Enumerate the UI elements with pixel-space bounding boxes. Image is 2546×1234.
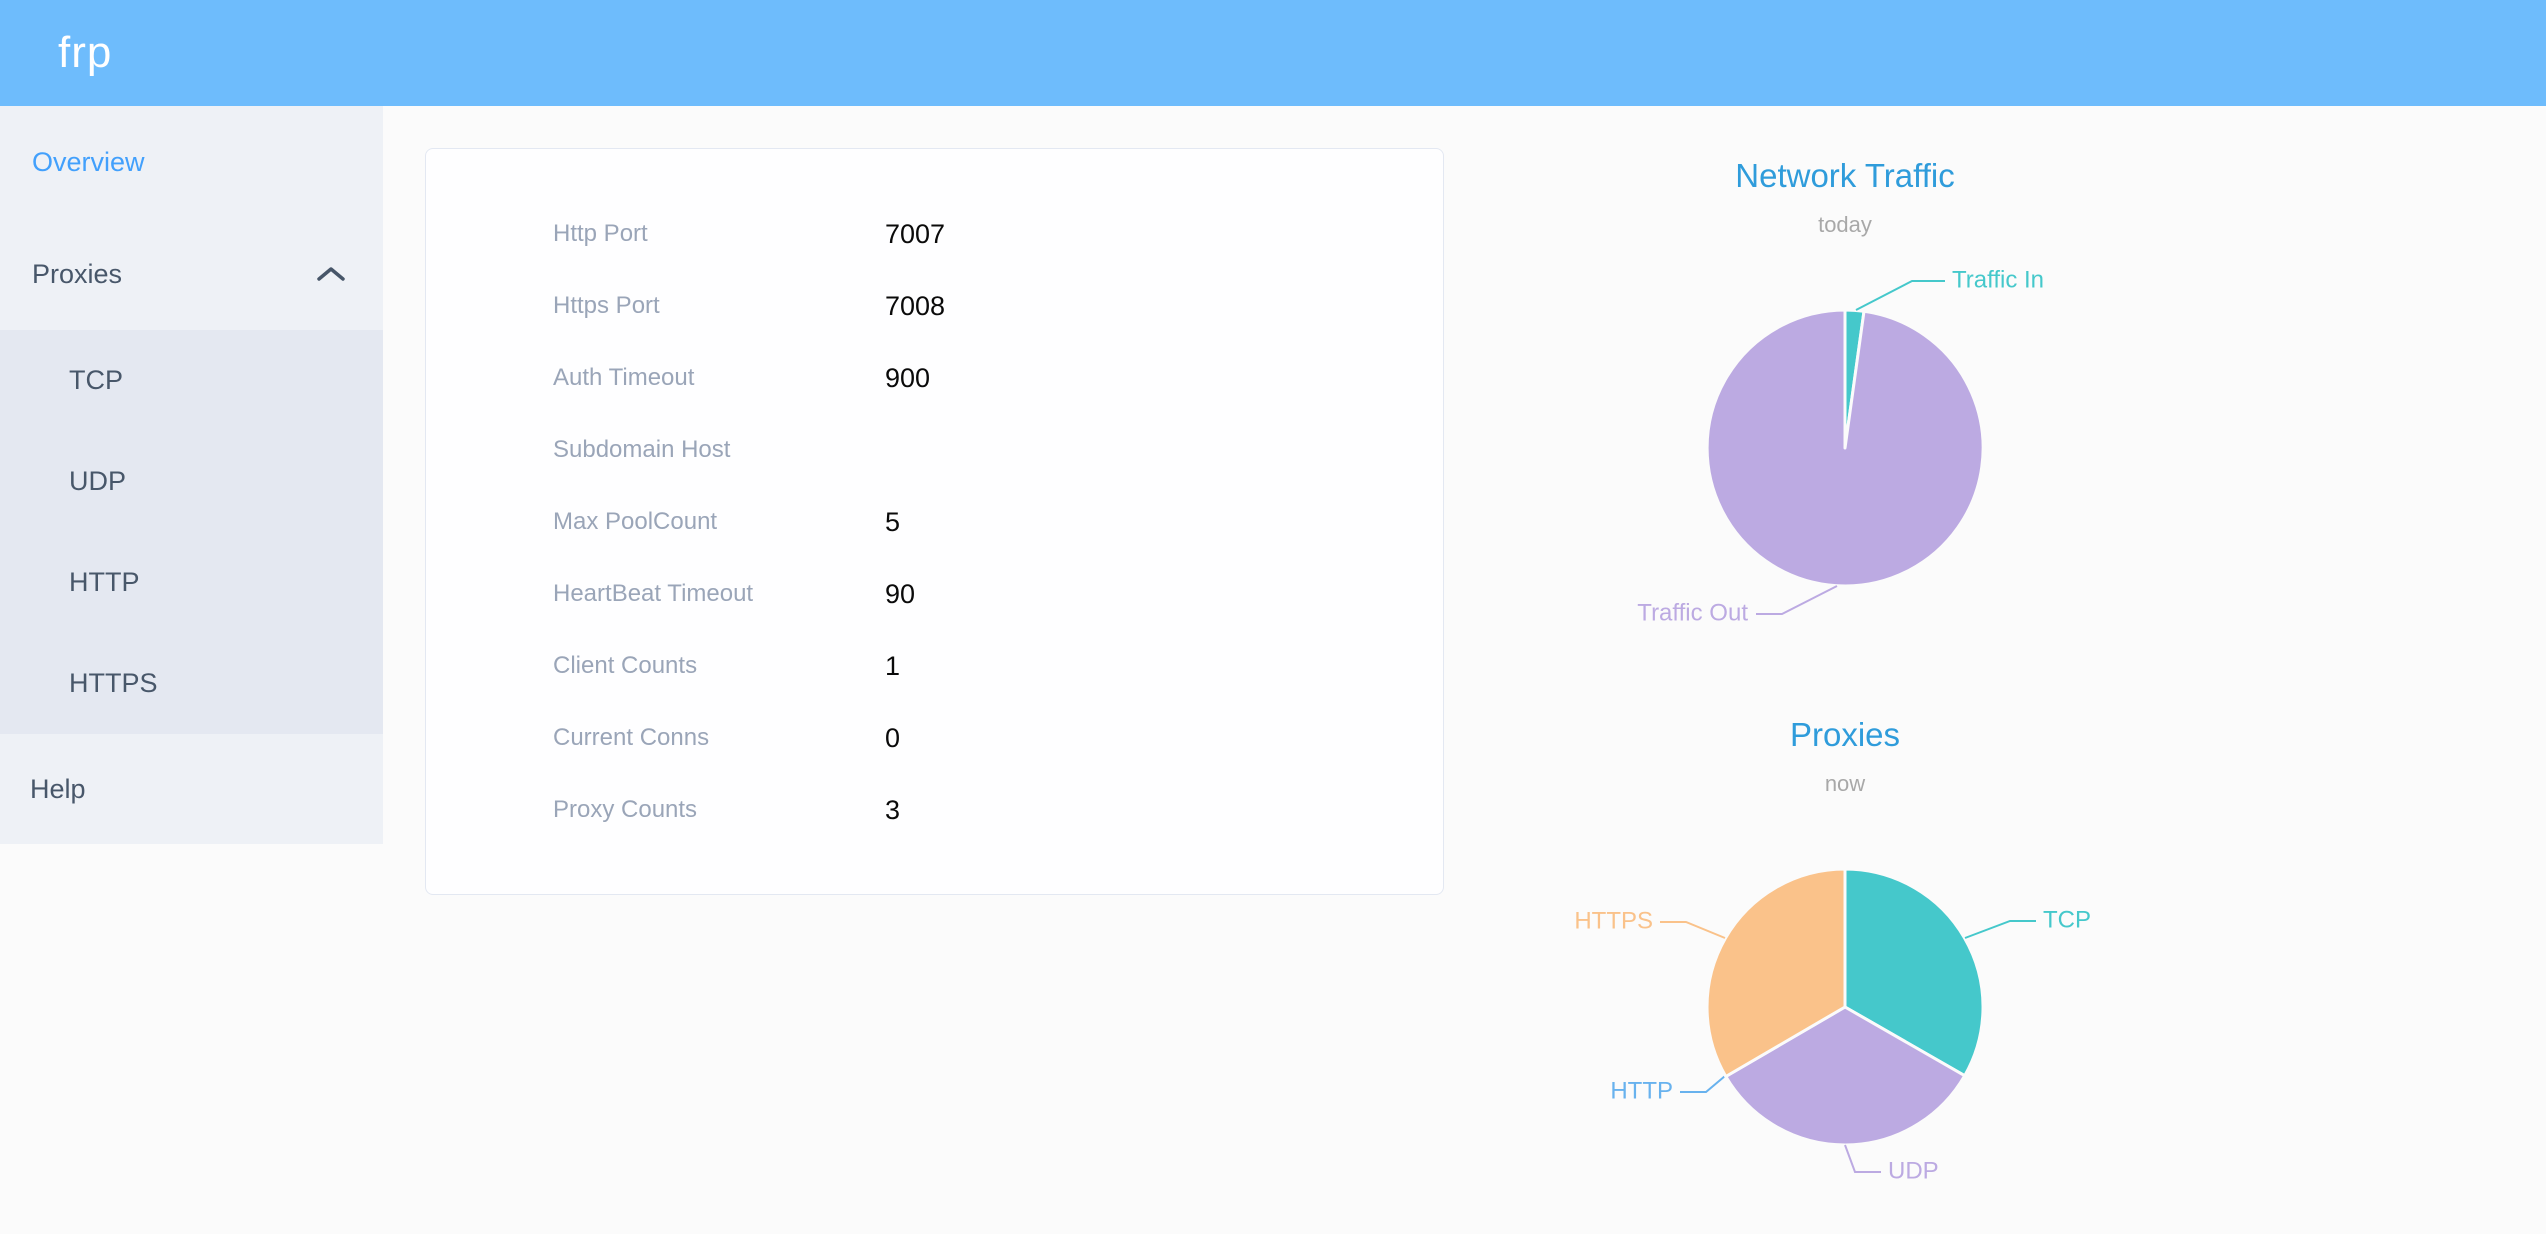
server-config-card: Http Port 7007 Https Port 7008 Auth Time… — [425, 148, 1444, 895]
config-value: 5 — [885, 506, 901, 537]
pie-slice-traffic-out[interactable] — [1705, 308, 1985, 588]
config-row: Max PoolCount 5 — [426, 486, 1443, 558]
sidebar-submenu-proxies: TCP UDP HTTP HTTPS — [0, 330, 383, 734]
sidebar-item-label: Proxies — [32, 258, 123, 289]
sidebar-item-overview[interactable]: Overview — [0, 106, 383, 218]
network-traffic-pie-chart: Traffic In Traffic Out — [1637, 266, 2044, 626]
config-value: 3 — [885, 794, 901, 825]
app-header: frp — [0, 0, 2546, 106]
config-label: Client Counts — [553, 652, 698, 679]
sidebar-item-label: UDP — [69, 466, 127, 496]
config-value: 0 — [885, 722, 901, 753]
pie-label-line — [1660, 921, 1726, 939]
sidebar-item-label: HTTPS — [69, 668, 158, 698]
pie-label-line — [1964, 920, 2036, 939]
config-label: Http Port — [553, 220, 648, 247]
config-row: HeartBeat Timeout 90 — [426, 558, 1443, 630]
sidebar-item-http[interactable]: HTTP — [0, 532, 383, 633]
config-row: Client Counts 1 — [426, 630, 1443, 702]
config-row: Http Port 7007 — [426, 198, 1443, 270]
network-traffic-chart-title: Network Traffic — [1735, 157, 1955, 194]
config-row: Subdomain Host — [426, 414, 1443, 486]
config-label: Https Port — [553, 292, 660, 319]
pie-slice-label: TCP — [2043, 906, 2091, 933]
config-row: Current Conns 0 — [426, 702, 1443, 774]
config-row: Auth Timeout 900 — [426, 342, 1443, 414]
sidebar-item-label: Overview — [32, 146, 145, 177]
pie-slice-label: Traffic Out — [1637, 599, 1748, 626]
pie-label-line — [1756, 585, 1838, 615]
sidebar-item-help[interactable]: Help — [0, 734, 383, 844]
sidebar-item-udp[interactable]: UDP — [0, 431, 383, 532]
pie-slice-tcp[interactable] — [1843, 867, 1985, 1078]
sidebar-item-label: Help — [30, 773, 86, 804]
config-label: Current Conns — [553, 724, 710, 751]
app-logo: frp — [58, 28, 113, 77]
config-value: 7008 — [885, 290, 946, 321]
pie-label-line — [1855, 280, 1945, 311]
pie-slice-label: UDP — [1888, 1157, 1939, 1184]
pie-slice-label: HTTP — [1610, 1077, 1673, 1104]
proxies-pie-chart: TCP UDP HTTP HTTPS — [1574, 867, 2091, 1184]
sidebar-item-tcp[interactable]: TCP — [0, 330, 383, 431]
proxies-chart-title: Proxies — [1789, 716, 1901, 753]
sidebar-item-label: HTTP — [69, 567, 140, 597]
config-value: 7007 — [885, 218, 946, 249]
pie-slice-label: Traffic In — [1952, 266, 2044, 293]
chevron-up-icon[interactable] — [316, 266, 346, 282]
config-value: 900 — [885, 362, 931, 393]
pie-label-line — [1680, 1075, 1726, 1093]
pie-slice-https[interactable] — [1705, 867, 1847, 1078]
config-label: HeartBeat Timeout — [553, 580, 754, 607]
config-value: 90 — [885, 578, 916, 609]
pie-label-line — [1844, 1144, 1881, 1173]
sidebar-item-https[interactable]: HTTPS — [0, 633, 383, 734]
config-label: Proxy Counts — [553, 796, 698, 823]
sidebar: Overview Proxies TCP UDP HTTP HTTPS Help — [0, 106, 383, 844]
sidebar-item-proxies[interactable]: Proxies — [0, 218, 383, 330]
config-row: Proxy Counts 3 — [426, 774, 1443, 846]
config-row: Https Port 7008 — [426, 270, 1443, 342]
pie-slice-label: HTTPS — [1574, 907, 1653, 934]
proxies-chart-subtitle: now — [1824, 771, 1866, 796]
charts-column: Network Traffic today Traffic In Traffic … — [1545, 0, 2145, 1234]
network-traffic-chart-subtitle: today — [1818, 212, 1872, 237]
config-value: 1 — [885, 650, 901, 681]
sidebar-item-label: TCP — [69, 365, 123, 395]
config-label: Max PoolCount — [553, 508, 718, 535]
config-label: Subdomain Host — [553, 436, 731, 463]
config-label: Auth Timeout — [553, 364, 695, 391]
